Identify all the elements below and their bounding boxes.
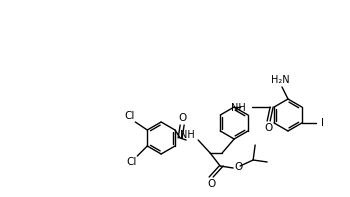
Text: O: O bbox=[207, 179, 215, 189]
Text: I: I bbox=[321, 118, 324, 128]
Text: O: O bbox=[264, 123, 272, 133]
Text: O: O bbox=[178, 113, 186, 123]
Text: H₂N: H₂N bbox=[271, 75, 289, 85]
Text: NH: NH bbox=[231, 103, 246, 113]
Text: NH: NH bbox=[180, 130, 195, 140]
Text: O: O bbox=[234, 162, 242, 172]
Text: Cl: Cl bbox=[126, 157, 136, 167]
Text: Cl: Cl bbox=[124, 111, 134, 121]
